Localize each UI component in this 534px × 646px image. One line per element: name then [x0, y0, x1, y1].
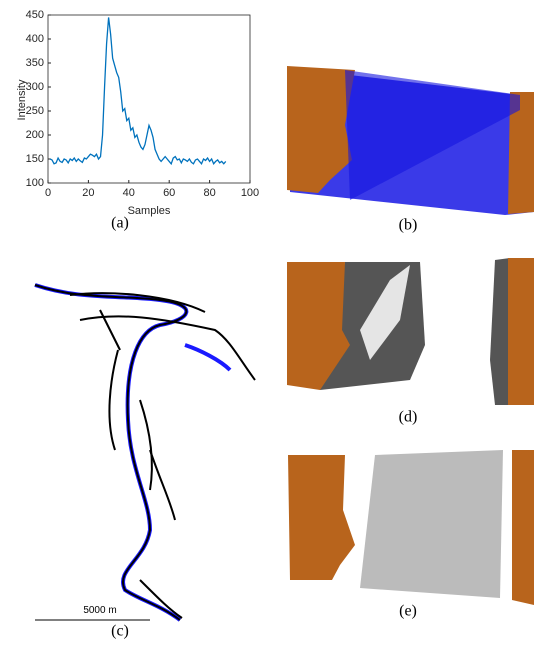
point-cloud-gray — [360, 450, 503, 598]
y-tick-label: 200 — [26, 129, 44, 141]
point-cloud-brown — [287, 262, 350, 390]
panel-d — [287, 258, 534, 405]
panel-c — [34, 283, 256, 622]
caption: (c) — [111, 623, 129, 640]
x-tick-label: 100 — [241, 187, 259, 199]
x-tick-label: 40 — [123, 187, 135, 199]
y-axis-label: Intensity — [16, 79, 28, 120]
line — [49, 17, 227, 166]
caption: (d) — [399, 409, 418, 426]
caption: (e) — [399, 603, 417, 620]
panel-a: Intensity Samples 1001502002503003504004… — [16, 9, 259, 217]
y-tick-label: 400 — [26, 33, 44, 45]
y-tick-label: 100 — [26, 177, 44, 189]
plot-frame — [47, 14, 251, 184]
y-tick-label: 250 — [26, 105, 44, 117]
point-cloud-brown — [288, 455, 355, 580]
x-axis-label: Samples — [128, 205, 171, 217]
caption: (b) — [399, 217, 418, 234]
point-cloud-blue — [345, 70, 520, 200]
y-tick-label: 450 — [26, 9, 44, 21]
x-tick-label: 0 — [45, 187, 51, 199]
point-cloud-brown — [287, 66, 355, 193]
panel-e — [288, 450, 534, 605]
x-tick-label: 20 — [82, 187, 94, 199]
point-cloud-brown — [508, 92, 534, 214]
caption: (a) — [111, 215, 129, 232]
x-tick-label: 80 — [203, 187, 215, 199]
y-tick-label: 150 — [26, 153, 44, 165]
y-tick-label: 350 — [26, 57, 44, 69]
x-tick-label: 60 — [163, 187, 175, 199]
y-tick-label: 300 — [26, 81, 44, 93]
scale-bar-label: 5000 m — [83, 605, 116, 616]
panel-b — [287, 66, 534, 215]
